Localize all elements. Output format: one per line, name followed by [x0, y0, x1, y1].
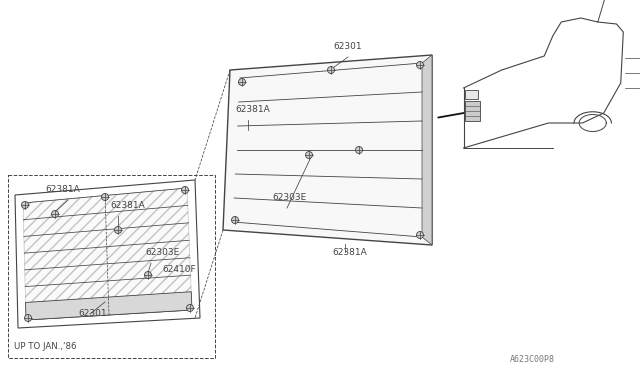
Text: 62303E: 62303E: [145, 248, 179, 257]
Text: 62381A: 62381A: [235, 105, 269, 114]
Text: 62381A: 62381A: [332, 248, 367, 257]
Circle shape: [24, 314, 31, 321]
Text: 62381A: 62381A: [110, 201, 145, 210]
Circle shape: [355, 147, 362, 154]
Polygon shape: [422, 55, 432, 245]
Text: 62303E: 62303E: [272, 193, 307, 202]
Text: UP TO JAN.,'86: UP TO JAN.,'86: [14, 342, 77, 351]
Circle shape: [239, 78, 246, 86]
Circle shape: [115, 227, 122, 234]
Polygon shape: [233, 63, 422, 237]
Bar: [465, 90, 478, 99]
Circle shape: [182, 186, 189, 193]
Text: 62301: 62301: [78, 309, 107, 318]
Polygon shape: [223, 55, 432, 245]
Circle shape: [102, 193, 109, 201]
Bar: [465, 101, 480, 121]
Text: 62301: 62301: [333, 42, 362, 51]
Circle shape: [328, 67, 335, 74]
Circle shape: [417, 231, 424, 238]
Text: 62410F: 62410F: [162, 265, 196, 274]
Circle shape: [22, 202, 29, 208]
Circle shape: [145, 272, 152, 279]
Circle shape: [305, 151, 312, 158]
Polygon shape: [26, 292, 192, 320]
Circle shape: [232, 217, 239, 224]
Circle shape: [417, 61, 424, 68]
Circle shape: [51, 211, 58, 218]
Polygon shape: [23, 188, 192, 320]
Text: A623C00P8: A623C00P8: [510, 356, 555, 365]
Text: 62381A: 62381A: [45, 185, 80, 194]
Circle shape: [186, 305, 193, 311]
